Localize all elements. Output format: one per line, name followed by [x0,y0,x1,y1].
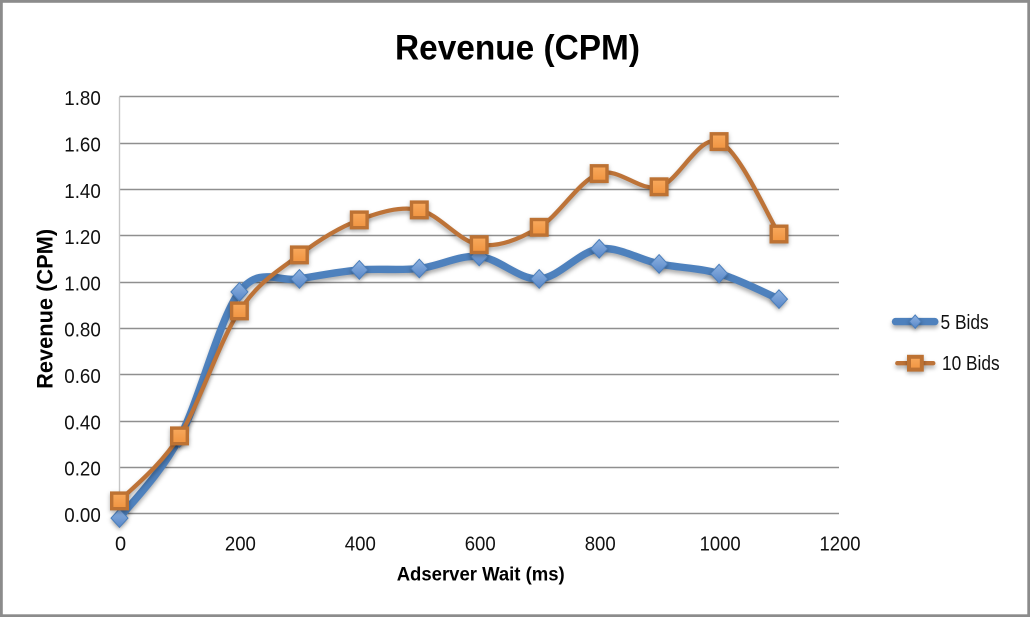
svg-text:400: 400 [345,533,376,555]
svg-text:1000: 1000 [700,533,741,555]
svg-text:Adserver Wait (ms): Adserver Wait (ms) [397,564,565,586]
svg-text:0.20: 0.20 [64,459,101,481]
svg-text:600: 600 [465,533,496,555]
svg-text:0.00: 0.00 [64,505,101,527]
svg-text:1200: 1200 [820,533,861,555]
svg-text:800: 800 [585,533,616,555]
svg-text:5 Bids: 5 Bids [941,312,989,334]
svg-text:0.60: 0.60 [64,366,101,388]
svg-text:0.80: 0.80 [64,320,101,342]
svg-text:0.40: 0.40 [64,412,101,434]
svg-text:1.20: 1.20 [64,227,101,249]
svg-text:1.00: 1.00 [64,273,101,295]
svg-text:10 Bids: 10 Bids [942,353,1000,375]
svg-text:200: 200 [225,533,256,555]
svg-text:Revenue (CPM): Revenue (CPM) [395,29,640,68]
svg-text:1.80: 1.80 [64,88,101,110]
svg-text:1.60: 1.60 [64,135,101,157]
svg-text:1.40: 1.40 [64,181,101,203]
svg-text:Revenue (CPM): Revenue (CPM) [33,229,58,389]
svg-text:0: 0 [115,533,126,555]
